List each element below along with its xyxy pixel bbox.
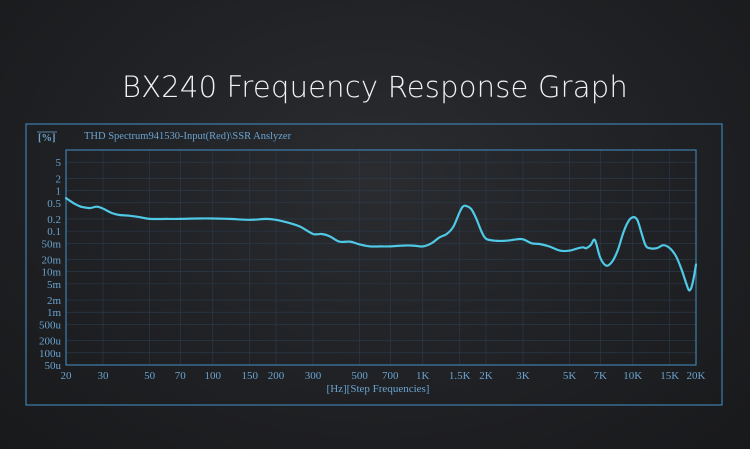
x-tick-label: 3K <box>516 370 530 382</box>
x-tick-label: 1K <box>416 370 430 382</box>
y-tick-label: 1m <box>47 307 62 319</box>
thd-series-line <box>64 197 698 292</box>
x-tick-label: 15K <box>660 370 679 382</box>
y-tick-label: 5m <box>47 279 62 291</box>
x-tick-label: 10K <box>623 370 642 382</box>
x-tick-label: 70 <box>175 370 187 382</box>
series-layer <box>64 197 698 292</box>
x-tick-label: 150 <box>242 370 259 382</box>
x-tick-label: 30 <box>97 370 109 382</box>
x-tick-label: 2K <box>479 370 493 382</box>
page-title: BX240 Frequency Response Graph <box>122 70 628 104</box>
grid <box>65 150 697 366</box>
y-tick-label: 0.5 <box>47 198 61 210</box>
x-tick-label: 300 <box>305 370 322 382</box>
y-axis-unit-label: [%] <box>38 133 56 144</box>
x-tick-label: 700 <box>382 370 399 382</box>
x-tick-label: 50 <box>144 370 156 382</box>
x-axis-label: [Hz][Step Frequencies] <box>327 383 430 395</box>
y-tick-label: 10m <box>41 267 61 279</box>
y-tick-label: 50u <box>45 360 62 372</box>
chart-header-text: THD Spectrum941530-Input(Red)\SSR Anslyz… <box>84 131 292 142</box>
plot-area-border <box>65 149 697 366</box>
y-tick-label: 200u <box>39 336 62 348</box>
y-tick-label: 2m <box>47 295 62 307</box>
x-tick-label: 5K <box>563 370 577 382</box>
x-tick-label: 7K <box>594 370 608 382</box>
y-tick-label: 1 <box>56 186 62 198</box>
y-tick-label: 100u <box>39 348 62 360</box>
y-tick-label: 5 <box>56 157 62 169</box>
x-tick-label: 20K <box>687 370 706 382</box>
x-tick-label: 1.5K <box>449 370 471 382</box>
outer-frame <box>25 123 723 406</box>
y-tick-label: 0.2 <box>47 214 61 226</box>
x-tick-label: 20 <box>61 370 73 382</box>
x-tick-label: 500 <box>351 370 368 382</box>
y-tick-label: 0.1 <box>47 226 61 238</box>
x-tick-label: 100 <box>205 370 222 382</box>
y-tick-label: 20m <box>41 254 61 266</box>
y-tick-label: 500u <box>39 319 62 331</box>
x-axis-ticks: 20 30 50 70 100 150 200 300 500 700 1K 1.5K 2K 3K 5K 7K… <box>61 370 706 382</box>
y-tick-label: 50m <box>41 238 61 250</box>
x-tick-label: 200 <box>268 370 285 382</box>
y-tick-label: 2 <box>56 173 62 185</box>
